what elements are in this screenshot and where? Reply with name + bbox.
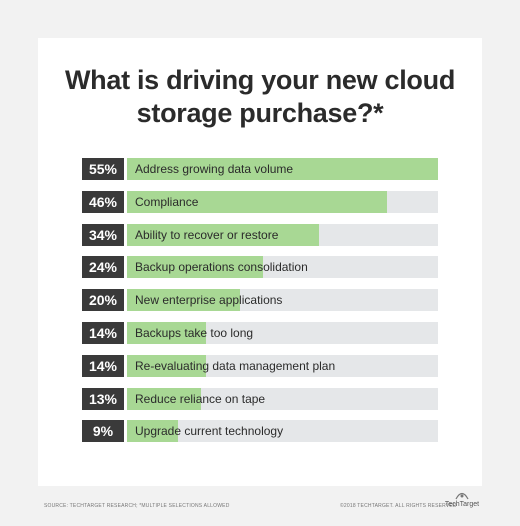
value-label: 24% bbox=[82, 256, 124, 279]
bar bbox=[127, 289, 241, 312]
chart-title-text: What is driving your new cloud storage p… bbox=[64, 65, 456, 128]
chart-card: What is driving your new cloud storage p… bbox=[38, 38, 482, 486]
value-label: 14% bbox=[82, 354, 124, 377]
bar bbox=[127, 190, 388, 213]
techtarget-logo-icon bbox=[455, 492, 469, 500]
bar-row: 20% New enterprise applications bbox=[82, 289, 438, 312]
value-label: 13% bbox=[82, 387, 124, 410]
bar-track: New enterprise applications bbox=[127, 289, 438, 312]
bar-track: Upgrade current technology bbox=[127, 420, 438, 443]
category-label: Backups take too long bbox=[135, 325, 254, 340]
copyright-note: ©2018 TECHTARGET. ALL RIGHTS RESERVED bbox=[340, 503, 457, 509]
bar bbox=[127, 256, 263, 279]
category-label: Reduce reliance on tape bbox=[135, 391, 266, 406]
bar-row: 24% Backup operations consolidation bbox=[82, 256, 438, 279]
logo-text: TechTarget bbox=[444, 501, 480, 508]
value-label: 9% bbox=[82, 420, 124, 443]
category-label: Ability to recover or restore bbox=[135, 227, 279, 242]
value-label: 34% bbox=[82, 223, 124, 246]
bar-row: 14% Backups take too long bbox=[82, 321, 438, 344]
bar bbox=[127, 321, 207, 344]
bar bbox=[127, 354, 207, 377]
bar bbox=[127, 158, 438, 180]
category-label: New enterprise applications bbox=[135, 293, 283, 308]
bar-track: Re-evaluating data management plan bbox=[127, 354, 438, 377]
chart-title: What is driving your new cloud storage p… bbox=[38, 64, 482, 130]
bar-track: Address growing data volume bbox=[127, 158, 438, 180]
bar-track: Backups take too long bbox=[127, 321, 438, 344]
techtarget-logo: TechTarget bbox=[442, 490, 482, 512]
bar-row: 46% Compliance bbox=[82, 190, 438, 213]
category-label: Compliance bbox=[135, 194, 199, 209]
category-label: Address growing data volume bbox=[135, 162, 294, 176]
source-note: SOURCE: TECHTARGET RESEARCH; *MULTIPLE S… bbox=[44, 503, 230, 509]
bar-rows: 55% Address growing data volume 46% Complia… bbox=[82, 158, 438, 453]
bar-track: Backup operations consolidation bbox=[127, 256, 438, 279]
value-label: 20% bbox=[82, 289, 124, 312]
category-label: Re-evaluating data management plan bbox=[135, 358, 336, 373]
bar bbox=[127, 387, 201, 410]
bar-row: 55% Address growing data volume bbox=[82, 158, 438, 180]
value-label: 14% bbox=[82, 321, 124, 344]
category-label: Backup operations consolidation bbox=[135, 260, 308, 275]
value-label: 46% bbox=[82, 190, 124, 213]
bar-row: 13% Reduce reliance on tape bbox=[82, 387, 438, 410]
bar-row: 34% Ability to recover or restore bbox=[82, 223, 438, 246]
bar bbox=[127, 223, 320, 246]
bar-track: Ability to recover or restore bbox=[127, 223, 438, 246]
category-label: Upgrade current technology bbox=[135, 424, 284, 439]
bar-track: Compliance bbox=[127, 190, 438, 213]
bar-track: Reduce reliance on tape bbox=[127, 387, 438, 410]
bar bbox=[127, 420, 178, 443]
value-label: 55% bbox=[82, 158, 124, 180]
bar-row: 9% Upgrade current technology bbox=[82, 420, 438, 443]
bar-row: 14% Re-evaluating data management plan bbox=[82, 354, 438, 377]
